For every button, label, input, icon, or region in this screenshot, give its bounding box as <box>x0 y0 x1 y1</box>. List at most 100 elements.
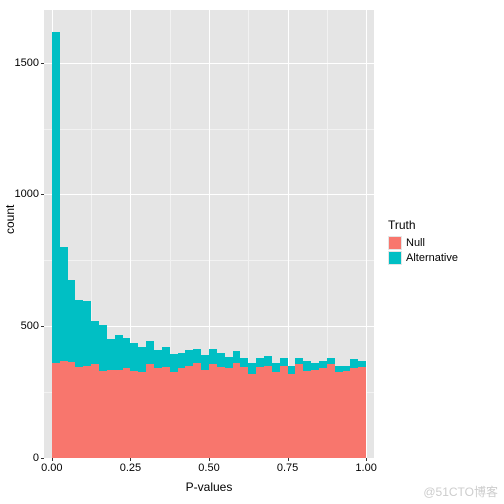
histogram-bin <box>185 350 193 458</box>
bar-segment-alternative <box>256 358 264 367</box>
bar-segment-alternative <box>225 357 233 369</box>
histogram-bin <box>248 363 256 458</box>
bar-segment-alternative <box>99 325 107 371</box>
bar-segment-null <box>99 371 107 458</box>
legend-swatch <box>389 252 401 264</box>
histogram-bin <box>154 350 162 458</box>
histogram-bin <box>256 358 264 458</box>
bar-segment-null <box>327 364 335 458</box>
histogram-bin <box>295 358 303 458</box>
bar-segment-null <box>288 374 296 458</box>
bar-segment-alternative <box>295 358 303 365</box>
histogram-bin <box>335 366 343 458</box>
bar-segment-null <box>233 363 241 458</box>
bar-segment-alternative <box>303 361 311 372</box>
bar-segment-alternative <box>154 350 162 368</box>
bar-segment-alternative <box>358 361 366 368</box>
legend-title: Truth <box>388 218 458 232</box>
x-tick-label: 0.00 <box>41 458 62 474</box>
histogram-bin <box>162 347 170 458</box>
bar-segment-null <box>311 370 319 458</box>
histogram-bin <box>178 353 186 458</box>
bar-segment-null <box>60 361 68 459</box>
bar-segment-null <box>193 363 201 458</box>
bar-segment-alternative <box>264 356 272 367</box>
bar-segment-alternative <box>288 366 296 374</box>
bar-segment-alternative <box>201 355 209 369</box>
bar-segment-alternative <box>217 353 225 367</box>
bar-segment-null <box>272 372 280 458</box>
x-tick-label: 0.25 <box>120 458 141 474</box>
bar-segment-alternative <box>240 358 248 367</box>
histogram-bin <box>288 366 296 458</box>
histogram-bin <box>146 341 154 458</box>
histogram-bin <box>209 349 217 458</box>
bar-segment-alternative <box>138 347 146 372</box>
bar-segment-alternative <box>193 349 201 363</box>
histogram-bin <box>91 321 99 458</box>
histogram-bin <box>350 359 358 458</box>
bar-segment-alternative <box>130 343 138 371</box>
bar-segment-alternative <box>248 363 256 374</box>
bar-segment-null <box>319 368 327 458</box>
histogram-bin <box>130 343 138 458</box>
bar-segment-null <box>170 372 178 458</box>
histogram-bin <box>225 357 233 458</box>
histogram-bin <box>343 366 351 458</box>
y-tick-label: 1000 <box>15 188 44 200</box>
bar-segment-null <box>162 367 170 458</box>
histogram-bin <box>240 358 248 458</box>
bar-segment-alternative <box>68 280 76 362</box>
legend-key <box>388 251 402 265</box>
histogram-bin <box>83 301 91 458</box>
bar-segment-null <box>303 371 311 458</box>
x-tick-label: 1.00 <box>355 458 376 474</box>
bar-segment-alternative <box>170 354 178 372</box>
histogram-bin <box>319 361 327 459</box>
bar-segment-alternative <box>185 350 193 366</box>
bar-segment-null <box>256 367 264 458</box>
bar-segment-alternative <box>83 301 91 366</box>
bar-segment-alternative <box>233 351 241 363</box>
histogram-bin <box>52 32 60 458</box>
bar-segment-alternative <box>335 366 343 373</box>
bar-segment-alternative <box>178 353 186 369</box>
bar-segment-null <box>107 370 115 458</box>
y-tick-label: 1500 <box>15 57 44 69</box>
bar-segment-alternative <box>123 338 131 368</box>
histogram-plot: 0500100015000.000.250.500.751.00 <box>44 10 374 458</box>
bar-segment-null <box>209 364 217 458</box>
bar-segment-alternative <box>91 321 99 364</box>
bar-segment-null <box>358 367 366 458</box>
legend-item-null: Null <box>388 236 458 250</box>
histogram-bin <box>327 358 335 458</box>
watermark: @51CTO博客 <box>423 483 498 500</box>
histogram-bin <box>107 339 115 458</box>
bar-segment-null <box>91 364 99 458</box>
bar-segment-alternative <box>280 358 288 366</box>
legend-swatch <box>389 237 401 249</box>
histogram-bin <box>99 325 107 458</box>
legend-label: Alternative <box>406 252 458 264</box>
bar-segment-alternative <box>60 247 68 360</box>
histogram-bin <box>75 300 83 458</box>
histogram-bin <box>303 361 311 459</box>
bar-segment-null <box>240 367 248 458</box>
bar-segment-null <box>52 363 60 458</box>
legend-key <box>388 236 402 250</box>
bar-segment-null <box>68 362 76 458</box>
bar-segment-null <box>130 371 138 458</box>
bar-segment-alternative <box>311 363 319 370</box>
bar-segment-alternative <box>162 347 170 367</box>
y-tick-label: 500 <box>21 320 44 332</box>
bar-segment-null <box>248 374 256 458</box>
histogram-bin <box>60 247 68 458</box>
bar-segment-alternative <box>52 32 60 363</box>
bar-segment-alternative <box>75 300 83 367</box>
bar-segment-null <box>335 372 343 458</box>
bar-segment-null <box>146 364 154 458</box>
bar-segment-alternative <box>272 363 280 372</box>
bar-segment-null <box>264 366 272 458</box>
bar-segment-null <box>295 364 303 458</box>
bar-segment-null <box>225 368 233 458</box>
